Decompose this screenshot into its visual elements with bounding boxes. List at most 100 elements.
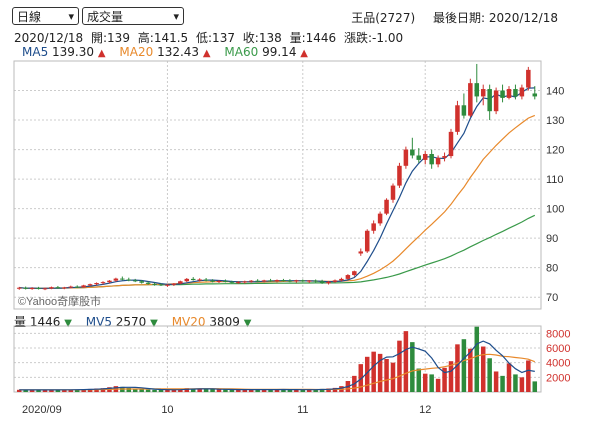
candle <box>248 280 254 283</box>
candle <box>384 198 389 216</box>
volume-bar <box>468 348 473 392</box>
candle-body <box>332 280 338 282</box>
candle <box>107 280 112 284</box>
candle <box>474 63 480 103</box>
volume-bar <box>49 390 54 392</box>
volume-tick-label: 4000 <box>546 358 570 370</box>
candle <box>152 282 157 286</box>
candle-body <box>16 287 22 289</box>
candle <box>255 279 260 282</box>
period-select[interactable]: 日線 ▾ <box>12 7 79 25</box>
candle-body <box>113 278 119 281</box>
candle-body <box>403 149 409 166</box>
candle-body <box>487 89 492 112</box>
candle-body <box>203 279 209 281</box>
price-tick-label: 140 <box>546 86 564 98</box>
volume-bar <box>29 390 35 392</box>
volume-tick-label: 6000 <box>546 343 570 355</box>
volume-bar <box>23 389 28 392</box>
candle <box>506 86 512 100</box>
candle-body <box>261 280 267 282</box>
candle-body <box>422 154 428 160</box>
volume-bar <box>42 389 48 392</box>
candle-body <box>139 281 144 283</box>
candle <box>326 280 331 285</box>
candle <box>526 66 531 91</box>
candle-body <box>294 280 299 282</box>
volume-bar <box>210 389 215 392</box>
volume-bar <box>364 356 370 392</box>
candle-body <box>87 284 93 286</box>
candle <box>345 274 351 280</box>
candle <box>519 84 525 100</box>
volume-bar <box>300 389 306 392</box>
candle <box>306 280 312 284</box>
volume-bar <box>242 389 248 392</box>
candle <box>513 84 518 100</box>
volume-bar <box>268 389 273 392</box>
volume-tick-label: 2000 <box>546 372 570 384</box>
volume-bar <box>319 388 325 392</box>
date-tick-label: 11 <box>297 404 308 416</box>
candle-body <box>468 83 473 116</box>
ma20-value: 132.43 <box>157 45 200 59</box>
volume-bar <box>203 389 209 392</box>
ohlc-open: 開:139 <box>91 31 130 45</box>
candle <box>261 279 267 283</box>
candle <box>36 286 41 290</box>
candle-body <box>184 278 190 282</box>
volume-bar <box>390 362 396 392</box>
ma20-label: MA20 <box>119 45 154 59</box>
candle-body <box>120 278 125 280</box>
candle-body <box>371 223 376 231</box>
candle-body <box>364 230 370 252</box>
candle-body <box>126 279 132 281</box>
volume-bar <box>377 353 383 392</box>
candle-body <box>197 279 202 281</box>
price-tick-label: 120 <box>546 145 564 157</box>
price-axis: 70 80 90 100 110 120 130 140 <box>546 86 564 305</box>
candle <box>120 276 125 281</box>
candle-body <box>216 280 222 282</box>
ma60-label: MA60 <box>224 45 259 59</box>
candle <box>358 248 364 256</box>
volume-bar <box>139 389 144 392</box>
ohlc-summary: 2020/12/18 開:139 高:141.5 低:137 收:138 量:1… <box>14 29 407 46</box>
volume-bar <box>500 375 505 392</box>
volume-bar <box>126 387 132 392</box>
candle-body <box>300 280 306 282</box>
candle-body <box>132 280 138 282</box>
volume-bar <box>261 389 267 392</box>
volume-bar <box>435 378 441 392</box>
volume-bar <box>152 389 157 392</box>
volume-bar <box>248 389 254 392</box>
candle-body <box>178 281 183 284</box>
ma60-legend: MA60 99.14 ▲ <box>224 45 308 59</box>
candle <box>487 84 492 121</box>
last-date: 最後日期: 2020/12/18 <box>432 11 558 25</box>
candle <box>42 287 48 291</box>
candle-body <box>107 280 112 283</box>
candle-body <box>500 90 505 98</box>
up-arrow-icon: ▲ <box>97 48 106 59</box>
volume-bar <box>506 363 512 392</box>
candle-body <box>36 288 41 290</box>
watermark: ©Yahoo奇摩股市 <box>18 294 101 308</box>
candlesticks <box>16 63 538 291</box>
candle-body <box>358 251 364 254</box>
price-panel-frame <box>13 60 542 310</box>
ohlc-close: 收:138 <box>242 31 282 45</box>
ma5-legend: MA5 139.30 ▲ <box>22 45 106 59</box>
candle-body <box>429 154 434 165</box>
candle-body <box>55 287 61 289</box>
indicator-select[interactable]: 成交量 ▾ <box>82 7 184 25</box>
candle <box>281 278 286 282</box>
volume-bar <box>416 368 422 392</box>
candle <box>139 280 144 284</box>
volume-bar <box>132 388 138 392</box>
up-arrow-icon: ▲ <box>202 48 211 59</box>
candle-body <box>74 286 80 288</box>
candle-body <box>435 157 441 165</box>
candle <box>371 220 376 234</box>
volume-bar <box>68 389 74 392</box>
